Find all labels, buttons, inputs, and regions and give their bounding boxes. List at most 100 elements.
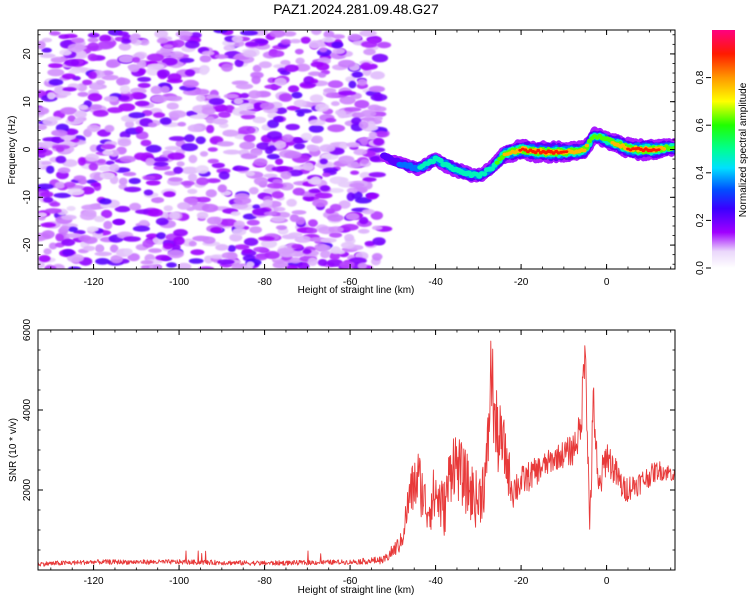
ridge-cell [564, 150, 569, 154]
x-tick-label: -60 [343, 277, 358, 288]
x-tick-label: -20 [514, 576, 529, 587]
noise-blob [254, 39, 269, 45]
noise-blob [42, 137, 60, 142]
noise-blob [148, 248, 163, 254]
noise-blob [151, 197, 165, 204]
noise-blob [164, 146, 181, 151]
noise-blob [87, 32, 100, 38]
noise-blob [119, 155, 136, 163]
noise-blob [233, 97, 244, 105]
noise-blob [242, 50, 257, 58]
noise-blob [273, 116, 284, 123]
noise-blob [337, 109, 347, 119]
noise-blob [283, 151, 302, 159]
noise-blob [218, 111, 231, 118]
colorbar-axis: 0.0 0.2 0.4 0.6 0.8 [695, 70, 711, 275]
noise-blob [249, 226, 262, 234]
noise-blob [107, 107, 124, 114]
x-tick-label: 0 [604, 576, 610, 587]
noise-blob [251, 75, 261, 85]
noise-blob [368, 85, 385, 93]
noise-blob [293, 99, 307, 108]
noise-blob [74, 110, 87, 119]
noise-blob [48, 78, 64, 86]
noise-blob [221, 252, 237, 259]
snr-y-axis: 2000 4000 6000 [22, 318, 675, 571]
noise-blob [269, 30, 286, 38]
noise-blob [294, 63, 311, 72]
noise-blob [98, 40, 115, 50]
noise-blob [90, 182, 101, 187]
noise-blob [196, 177, 209, 186]
noise-blob [327, 124, 346, 133]
noise-blob [234, 58, 244, 68]
noise-blob [329, 252, 341, 261]
noise-blob [302, 248, 312, 255]
noise-blob [196, 211, 209, 219]
noise-blob [77, 91, 89, 97]
noise-blob [294, 48, 304, 55]
noise-blob [78, 234, 91, 242]
noise-blob [263, 199, 273, 206]
noise-blob [319, 47, 328, 53]
noise-blob [40, 191, 54, 198]
noise-blob [206, 124, 215, 134]
noise-blob [65, 233, 82, 239]
noise-blob [260, 239, 278, 249]
noise-blob [103, 220, 113, 230]
noise-blob [227, 245, 236, 253]
noise-blob [39, 53, 56, 58]
noise-blob [274, 140, 287, 150]
noise-blob [168, 211, 181, 220]
noise-blob [89, 104, 102, 110]
ridge-cell [533, 150, 538, 155]
noise-blob [351, 117, 362, 125]
noise-blob [68, 266, 82, 269]
noise-blob [329, 232, 343, 238]
noise-blob [187, 199, 198, 206]
ridge-cell [437, 157, 444, 164]
noise-blob [321, 153, 339, 160]
noise-blob [353, 148, 368, 156]
noise-blob [86, 226, 99, 233]
noise-blob [365, 193, 378, 200]
noise-blob [210, 254, 225, 259]
noise-blob [284, 64, 299, 73]
noise-blob [325, 92, 340, 99]
noise-blob [275, 225, 288, 231]
x-tick-label: -100 [169, 277, 189, 288]
noise-blob [38, 183, 54, 190]
noise-blob [331, 34, 345, 39]
noise-blob [110, 149, 120, 157]
noise-blob [188, 240, 197, 247]
noise-blob [153, 112, 166, 118]
noise-blob [199, 67, 209, 75]
noise-blob [320, 250, 331, 259]
noise-blob [291, 210, 307, 215]
noise-blob [258, 61, 272, 69]
noise-blob [132, 57, 141, 63]
spectrogram-y-label: Frequency (Hz) [7, 116, 18, 185]
colorbar-tick-label: 0.6 [695, 118, 706, 132]
x-tick-label: -60 [343, 576, 358, 587]
noise-blob [354, 99, 370, 109]
noise-blob [248, 90, 261, 99]
noise-blob [339, 142, 348, 150]
ridge-cell [430, 159, 436, 165]
noise-blob [137, 68, 147, 75]
noise-blob [238, 103, 256, 111]
noise-blob [58, 34, 70, 40]
noise-blob [376, 41, 392, 49]
noise-blob [207, 147, 218, 152]
noise-blob [190, 249, 205, 256]
noise-blob [103, 95, 120, 102]
noise-blob [98, 165, 111, 172]
noise-blob [123, 186, 142, 193]
noise-blob [363, 48, 376, 56]
noise-blob [101, 144, 116, 150]
noise-blob [307, 145, 320, 152]
noise-blob [360, 137, 369, 146]
noise-blob [74, 117, 84, 124]
noise-blob [202, 236, 216, 244]
noise-blob [135, 126, 144, 134]
